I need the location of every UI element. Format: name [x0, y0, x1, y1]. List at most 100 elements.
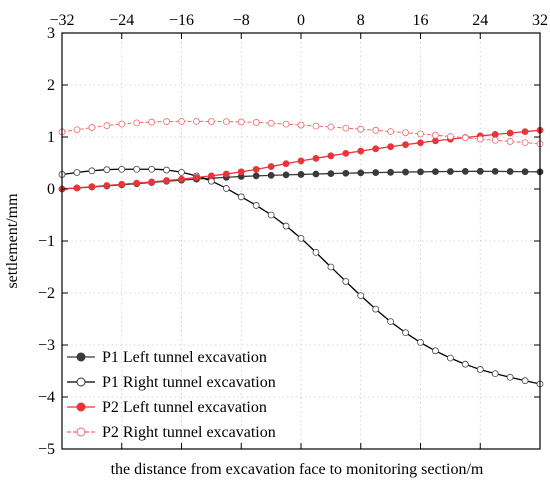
series-1	[58, 167, 544, 193]
series-point	[163, 118, 170, 125]
x-tick-label: 24	[472, 12, 488, 29]
legend: P1 Left tunnel excavation P1 Right tunnel…	[67, 349, 276, 441]
series-point	[237, 168, 245, 176]
series-point	[267, 211, 275, 219]
series-point	[432, 168, 439, 176]
series-point	[88, 124, 96, 131]
series-point	[476, 366, 484, 373]
series-point	[297, 157, 305, 165]
legend-label: P1 Left tunnel excavation	[102, 349, 267, 366]
series-point	[148, 178, 156, 186]
series-point	[207, 172, 215, 180]
series-point	[372, 169, 380, 176]
series-point	[402, 168, 409, 176]
x-tick-label: −32	[49, 12, 74, 29]
series-point	[417, 338, 424, 346]
x-tick-label: −24	[109, 12, 134, 29]
series-line	[61, 120, 541, 145]
series-point	[282, 120, 290, 128]
series-point	[312, 154, 320, 162]
series-point	[461, 167, 469, 175]
series-point	[133, 119, 141, 127]
series-point	[402, 141, 409, 149]
y-tick-label: 1	[47, 129, 55, 146]
legend-marker	[76, 352, 86, 362]
series-point	[163, 166, 170, 174]
series-point	[342, 149, 350, 157]
series-point	[312, 248, 320, 256]
legend-marker	[76, 402, 86, 412]
y-tick-label: −4	[38, 389, 55, 406]
legend-label: P1 Right tunnel excavation	[102, 374, 276, 391]
legend-item: P1 Right tunnel excavation	[67, 374, 276, 391]
series-point	[417, 139, 424, 147]
series-point	[506, 373, 514, 381]
series-point	[387, 143, 395, 151]
series-point	[178, 175, 185, 183]
series-3	[58, 126, 544, 193]
series-point	[476, 167, 484, 175]
legend-marker	[76, 377, 86, 387]
x-tick-label: −8	[233, 12, 250, 29]
series-point	[372, 145, 380, 153]
series-point	[446, 354, 454, 362]
series-point	[267, 119, 275, 127]
series-point	[103, 166, 111, 174]
y-tick-label: −1	[38, 233, 55, 250]
series-point	[417, 130, 424, 138]
series-point	[193, 118, 200, 125]
series-group	[58, 118, 544, 388]
series-point	[312, 170, 320, 178]
x-axis-title: the distance from excavation face to mon…	[111, 461, 484, 478]
series-point	[461, 134, 469, 142]
series-point	[506, 129, 514, 137]
series-point	[491, 131, 499, 138]
series-point	[222, 170, 230, 178]
series-point	[521, 128, 529, 136]
series-point	[327, 152, 335, 160]
x-tick-label: 8	[357, 12, 365, 29]
series-point	[252, 119, 260, 126]
series-point	[193, 174, 200, 181]
y-tick-label: −2	[38, 285, 55, 302]
series-point	[297, 121, 305, 129]
series-point	[252, 165, 260, 173]
series-point	[432, 137, 439, 145]
series-point	[372, 126, 380, 134]
series-point	[282, 160, 290, 168]
series-point	[222, 185, 230, 192]
series-point	[207, 118, 215, 125]
y-axis-title: settlement/mm	[4, 193, 21, 289]
series-point	[402, 329, 409, 337]
x-tick-label: 0	[297, 12, 305, 29]
series-point	[357, 169, 365, 177]
x-tick-label: 16	[413, 12, 429, 29]
series-point	[446, 168, 454, 175]
x-tick-label: 32	[532, 12, 548, 29]
legend-item: P2 Right tunnel excavation	[67, 424, 276, 441]
series-point	[357, 125, 365, 133]
series-point	[282, 222, 290, 230]
series-point	[88, 167, 96, 175]
series-point	[148, 165, 156, 173]
series-point	[342, 169, 350, 177]
series-point	[387, 128, 395, 135]
legend-marker	[76, 427, 86, 437]
series-point	[491, 370, 499, 378]
series-point	[252, 172, 260, 180]
legend-item: P1 Left tunnel excavation	[67, 349, 267, 366]
series-point	[222, 118, 230, 126]
series-point	[148, 118, 156, 126]
y-tick-label: −5	[38, 441, 55, 458]
series-point	[103, 182, 111, 189]
series-point	[267, 171, 275, 179]
y-tick-label: 0	[47, 181, 55, 198]
series-point	[506, 138, 514, 145]
series-2	[58, 165, 544, 388]
series-point	[297, 234, 305, 242]
y-tick-label: −3	[38, 337, 55, 354]
series-point	[432, 131, 439, 139]
series-point	[521, 139, 529, 147]
series-point	[73, 126, 81, 134]
